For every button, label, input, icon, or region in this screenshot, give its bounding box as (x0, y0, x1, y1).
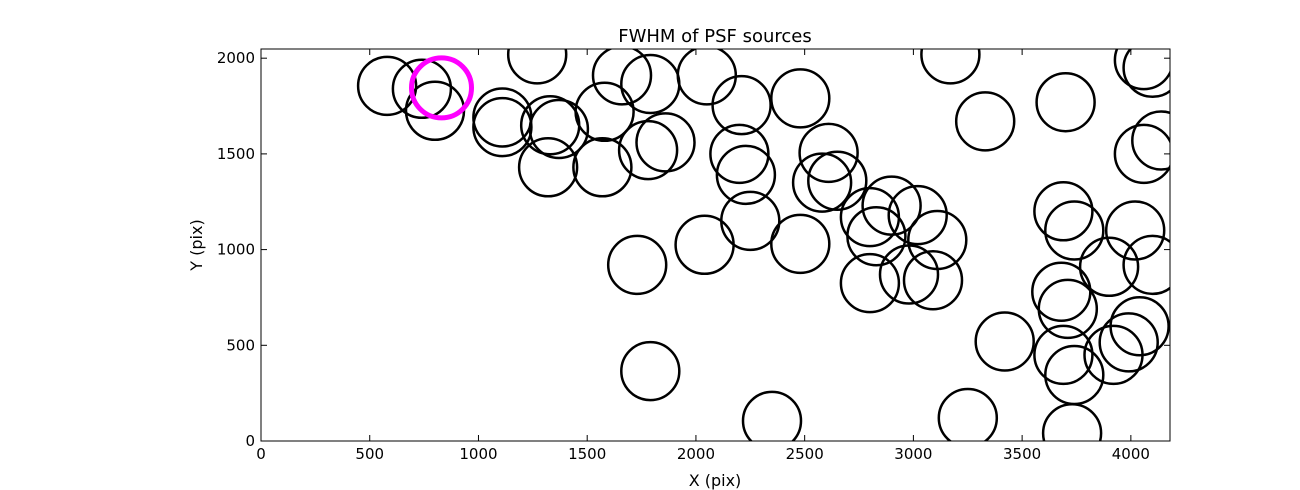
x-axis-title: X (pix) (689, 471, 742, 490)
source-marker (620, 340, 681, 402)
source-marker (1037, 278, 1099, 340)
source-marker (1044, 344, 1105, 406)
x-tick-label: 1000 (459, 445, 497, 463)
y-tick-label: 1000 (217, 241, 255, 259)
source-marker (1109, 295, 1170, 357)
source-marker (635, 112, 696, 173)
source-marker (617, 119, 679, 181)
source-marker (674, 214, 735, 276)
source-marker (709, 123, 770, 185)
source-marker (572, 137, 633, 198)
source-marker (920, 49, 981, 85)
source-marker (1104, 200, 1166, 261)
x-tick-label: 0 (256, 445, 266, 463)
source-marker (878, 244, 940, 305)
source-marker (770, 68, 831, 129)
source-marker (1131, 110, 1170, 171)
source-marker (887, 184, 948, 246)
x-tick-label: 4000 (1112, 445, 1150, 463)
source-marker (711, 74, 772, 136)
source-marker (1113, 123, 1170, 185)
x-tick-label: 1500 (568, 445, 606, 463)
source-marker (1122, 49, 1170, 99)
source-marker (528, 98, 590, 160)
source-marker (1041, 403, 1103, 441)
source-marker (404, 80, 466, 142)
source-marker (839, 252, 901, 314)
source-marker (1078, 236, 1140, 298)
source-marker (770, 213, 831, 275)
y-tick-label: 1500 (217, 145, 255, 163)
source-marker (798, 122, 859, 184)
source-marker (807, 150, 868, 211)
source-marker (839, 186, 901, 248)
data-markers (356, 49, 1170, 441)
source-marker (1033, 324, 1094, 386)
y-tick-label: 0 (245, 432, 255, 450)
y-tick-label: 2000 (217, 49, 255, 67)
x-tick-label: 2000 (677, 445, 715, 463)
source-marker (954, 91, 1016, 152)
source-marker (356, 55, 418, 117)
source-marker (591, 49, 653, 106)
source-marker (861, 175, 922, 236)
source-marker (1035, 71, 1096, 133)
chart-title: FWHM of PSF sources (618, 26, 812, 47)
source-marker (517, 137, 579, 198)
source-marker (1098, 312, 1159, 373)
source-marker (1113, 49, 1170, 91)
source-marker (676, 49, 738, 106)
y-axis-title: Y (pix) (187, 219, 206, 271)
source-marker (907, 209, 968, 271)
source-marker (902, 249, 964, 311)
x-tick-label: 500 (355, 445, 384, 463)
source-marker (937, 387, 999, 441)
y-tick-label: 500 (226, 336, 255, 354)
source-marker (741, 390, 803, 441)
source-marker (791, 152, 853, 213)
source-marker (1044, 200, 1105, 261)
source-marker (715, 144, 777, 206)
plot-frame (260, 48, 1171, 442)
source-marker (391, 58, 453, 120)
source-marker (606, 234, 668, 296)
x-tick-label: 3500 (1003, 445, 1041, 463)
highlighted-source-marker (409, 55, 474, 121)
source-marker (974, 311, 1035, 372)
x-tick-label: 2500 (786, 445, 824, 463)
source-marker (1122, 234, 1170, 296)
source-marker (574, 81, 635, 143)
axis-ticks: 0 500 1000 1500 2000 2500 3000 3500 4000 0 500 1000… (217, 49, 1170, 463)
source-marker (472, 96, 533, 158)
source-marker (846, 205, 907, 267)
x-tick-label: 3000 (894, 445, 932, 463)
source-marker (506, 49, 568, 85)
source-marker (1033, 181, 1094, 242)
